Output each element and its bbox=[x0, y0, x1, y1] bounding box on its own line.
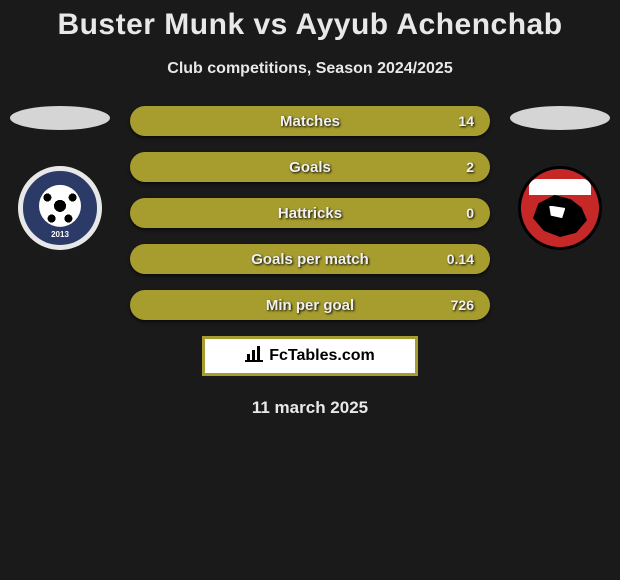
stat-label: Goals per match bbox=[130, 244, 490, 274]
subtitle: Club competitions, Season 2024/2025 bbox=[0, 60, 620, 78]
brand-box: FcTables.com bbox=[202, 336, 418, 376]
date-text: 11 march 2025 bbox=[130, 398, 490, 418]
stat-row: Goals2 bbox=[130, 152, 490, 182]
stats-center: Matches14 Goals2 Hattricks0 Goals per match… bbox=[110, 106, 510, 418]
left-team-crest: 2013 bbox=[18, 166, 102, 250]
stat-label: Min per goal bbox=[130, 290, 490, 320]
right-side bbox=[510, 106, 610, 250]
left-side: 2013 bbox=[10, 106, 110, 250]
stat-label: Hattricks bbox=[130, 198, 490, 228]
stat-label: Goals bbox=[130, 152, 490, 182]
stat-value-right: 726 bbox=[451, 290, 474, 320]
soccer-ball-icon bbox=[39, 185, 81, 227]
stat-value-right: 2 bbox=[466, 152, 474, 182]
chart-icon bbox=[245, 346, 263, 367]
stat-row: Matches14 bbox=[130, 106, 490, 136]
stat-value-right: 0 bbox=[466, 198, 474, 228]
right-team-crest bbox=[518, 166, 602, 250]
stat-value-right: 0.14 bbox=[447, 244, 474, 274]
right-player-ellipse bbox=[510, 106, 610, 130]
comparison-layout: 2013 Matches14 Goals2 Hattricks0 Goals per … bbox=[0, 106, 620, 418]
stat-row: Hattricks0 bbox=[130, 198, 490, 228]
left-player-ellipse bbox=[10, 106, 110, 130]
page-title: Buster Munk vs Ayyub Achenchab bbox=[0, 0, 620, 42]
brand-text: FcTables.com bbox=[269, 347, 375, 365]
stats-bars: Matches14 Goals2 Hattricks0 Goals per match… bbox=[130, 106, 490, 320]
stat-row: Goals per match0.14 bbox=[130, 244, 490, 274]
lion-icon bbox=[533, 195, 587, 237]
left-crest-year: 2013 bbox=[23, 230, 97, 239]
stat-label: Matches bbox=[130, 106, 490, 136]
stat-value-right: 14 bbox=[458, 106, 474, 136]
stat-row: Min per goal726 bbox=[130, 290, 490, 320]
